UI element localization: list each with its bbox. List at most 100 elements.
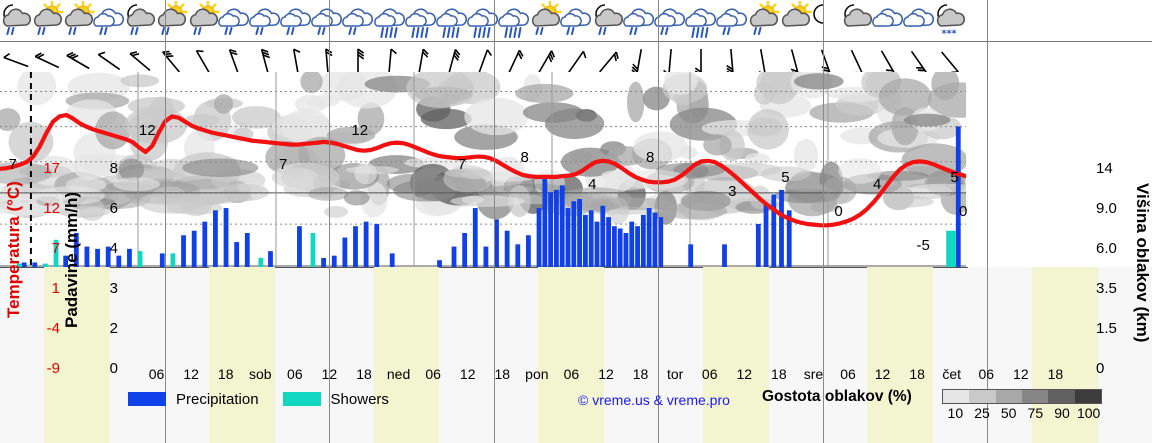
wind-barb bbox=[871, 42, 905, 75]
shower-bar bbox=[946, 230, 952, 267]
time-tick: 18 bbox=[632, 366, 649, 382]
precipitation-bar bbox=[191, 230, 197, 267]
sun-cloud-rain-icon bbox=[528, 0, 563, 41]
time-tick: 12 bbox=[321, 366, 338, 382]
day-separator bbox=[822, 0, 824, 443]
precipitation-bar bbox=[181, 235, 186, 267]
sun-cloud-rain-icon bbox=[154, 0, 189, 41]
precipitation-bar bbox=[462, 232, 468, 267]
time-tick: 18 bbox=[771, 366, 787, 382]
time-tick: 06 bbox=[425, 366, 441, 382]
precipitation-bar bbox=[600, 205, 606, 267]
temperature-point-label: 4 bbox=[873, 176, 882, 194]
cloud-density-tick: 10 bbox=[947, 405, 964, 421]
precipitation-legend: Precipitation Showers bbox=[128, 388, 403, 410]
chart-band: 7 12 7 12 7 8 4 8 3 5 0 4 -5 5 0 bbox=[0, 72, 1152, 267]
cloudheight-axis-ticks: 14 9.0 6.0 3.5 1.5 0 bbox=[1096, 160, 1130, 377]
cloudheight-tick: 0 bbox=[1096, 360, 1105, 377]
cloud-density-tick: 75 bbox=[1027, 405, 1044, 421]
cloud-density-ticks: 10 25 50 75 90 100 bbox=[942, 405, 1114, 423]
precipitation-bar bbox=[105, 246, 111, 267]
time-tick: 06 bbox=[701, 366, 718, 382]
precipitation-bar bbox=[159, 253, 165, 267]
temperature-point-label: 5 bbox=[950, 169, 959, 187]
day-separator bbox=[329, 0, 331, 443]
wind-barb bbox=[123, 42, 157, 72]
temperature-point-label: 7 bbox=[8, 156, 17, 173]
precipitation-tick: 4 bbox=[109, 240, 118, 257]
cloud-rain-heavy-icon bbox=[466, 1, 500, 41]
wind-barb bbox=[746, 42, 780, 76]
cloud-rain-icon bbox=[715, 1, 749, 41]
day-separator bbox=[658, 0, 660, 443]
temperature-tick: -9 bbox=[46, 360, 60, 377]
shower-bar bbox=[258, 257, 264, 267]
temperature-point-label: 3 bbox=[728, 182, 737, 200]
cloud-icon bbox=[902, 1, 936, 41]
wind-barb bbox=[715, 42, 749, 76]
shower-bar bbox=[951, 230, 956, 267]
precipitation-bar bbox=[722, 244, 727, 267]
shower-bar bbox=[16, 263, 22, 267]
cloud-rain-icon bbox=[653, 1, 687, 41]
precipitation-bar bbox=[536, 208, 542, 267]
cloud-density-step bbox=[995, 390, 1022, 403]
temperature-tick: 17 bbox=[43, 160, 60, 177]
precipitation-bar bbox=[606, 217, 611, 267]
precipitation-bar bbox=[268, 251, 273, 267]
chart-canvas bbox=[0, 72, 993, 267]
cloud-rain-heavy-icon bbox=[435, 1, 469, 41]
time-tick: sob bbox=[248, 366, 272, 382]
precipitation-bar bbox=[95, 248, 100, 267]
wind-barb bbox=[528, 42, 562, 74]
cloud-rain-icon bbox=[559, 1, 593, 41]
precipitation-axis-title: Padavine (mm/h) bbox=[62, 191, 81, 329]
cloud-density-tick: 90 bbox=[1054, 405, 1070, 421]
precipitation-bar bbox=[116, 255, 122, 267]
copyright-link[interactable]: © vreme.us & vreme.pro bbox=[578, 392, 730, 408]
time-tick: 18 bbox=[1047, 366, 1064, 382]
wind-barb bbox=[373, 42, 407, 76]
day-separator bbox=[164, 0, 166, 443]
showers-swatch bbox=[282, 392, 321, 406]
cloud-density-title: Gostota oblakov (%) bbox=[762, 388, 912, 405]
precipitation-bar bbox=[548, 192, 554, 267]
shower-bar bbox=[170, 253, 176, 267]
time-tick: 18 bbox=[909, 366, 925, 382]
precipitation-tick: 2 bbox=[109, 320, 118, 337]
precipitation-bar bbox=[213, 210, 218, 267]
wind-barb bbox=[778, 42, 812, 76]
cloud-rain-icon bbox=[92, 1, 126, 41]
precipitation-bar bbox=[374, 223, 380, 267]
precipitation-bar bbox=[571, 201, 577, 267]
cloudheight-tick: 3.5 bbox=[1096, 280, 1117, 297]
cloud-density-tick: 50 bbox=[1000, 405, 1017, 421]
precipitation-bar bbox=[594, 221, 600, 267]
wind-barb bbox=[497, 42, 531, 75]
svg-text:✶: ✶ bbox=[941, 27, 949, 37]
cloudheight-tick: 14 bbox=[1096, 160, 1113, 177]
precipitation-bar bbox=[955, 126, 961, 267]
time-tick: 06 bbox=[978, 366, 995, 382]
time-tick: 18 bbox=[494, 366, 511, 382]
precipitation-bar bbox=[63, 255, 69, 267]
temperature-tick: 1 bbox=[51, 280, 60, 297]
time-tick: sre bbox=[803, 366, 824, 382]
time-tick: 12 bbox=[1013, 366, 1029, 382]
precipitation-tick: 3 bbox=[109, 280, 118, 297]
precipitation-bar bbox=[640, 214, 646, 267]
precipitation-bar bbox=[755, 223, 761, 267]
shower-bar bbox=[53, 239, 59, 267]
wind-barb bbox=[310, 42, 344, 76]
precipitation-bar bbox=[353, 226, 358, 267]
precipitation-bar bbox=[472, 208, 478, 267]
temperature-curve bbox=[0, 112, 969, 228]
precipitation-bar bbox=[771, 194, 777, 267]
sun-cloud-icon bbox=[778, 0, 812, 41]
sun-cloud-rain-icon bbox=[186, 0, 220, 41]
precipitation-bar bbox=[688, 244, 694, 267]
precipitation-tick: 0 bbox=[109, 360, 118, 377]
showers-legend-label: Showers bbox=[330, 390, 389, 408]
wind-barb bbox=[154, 42, 188, 73]
temperature-point-label: 12 bbox=[351, 122, 369, 140]
